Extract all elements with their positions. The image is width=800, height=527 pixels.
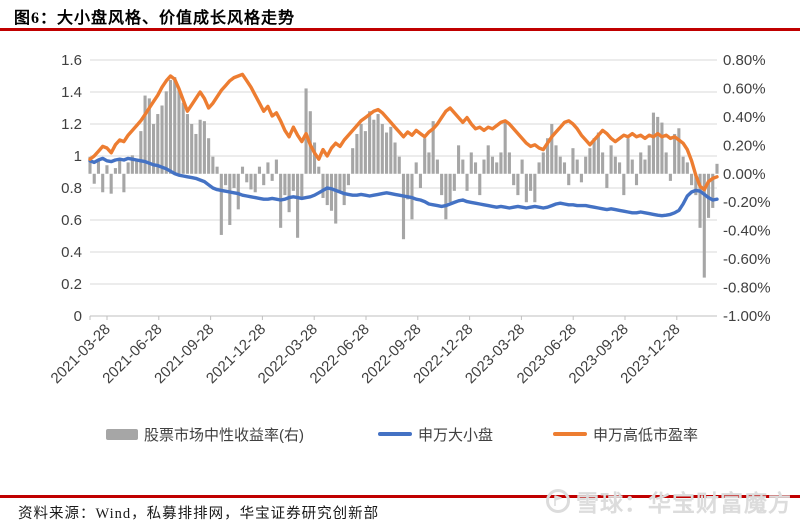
left-axis-tick-label: 1.6 [61,52,82,69]
source-note: 资料来源：Wind，私募排排网，华宝证券研究创新部 [18,506,380,522]
chart-canvas: 1.61.41.210.80.60.40.200.80%0.60%0.40%0.… [48,52,771,387]
legend-item-neutral-return: 股票市场中性收益率(右) [106,424,304,444]
right-axis-tick-label: -1.00% [723,308,771,325]
left-axis-tick-label: 0.8 [61,180,82,197]
bottom-red-rule [0,495,800,498]
legend-item-sw-large-small-cap: 申万大小盘 [378,424,493,444]
x-axis [89,315,717,320]
chart-legend: 股票市场中性收益率(右) 申万大小盘 申万高低市盈率 [0,424,800,444]
blue-line-swatch [378,432,412,436]
left-axis-tick-label: 1 [74,148,82,165]
right-axis-tick-label: -0.80% [723,280,771,297]
left-axis-tick-label: 1.2 [61,116,82,133]
x-axis-labels: 2021-03-282021-06-282021-09-282021-12-28… [48,321,684,387]
legend-item-sw-high-low-pe: 申万高低市盈率 [553,424,698,444]
left-axis-tick-label: 1.4 [61,84,82,101]
right-axis-tick-label: 0.60% [723,80,766,97]
watermark-text: 雪球：华宝财富魔方 [576,490,792,516]
bar-series-swatch [106,428,138,440]
left-axis-tick-label: 0 [74,308,82,325]
line-series-sw-high-low-pe [88,72,719,192]
right-axis-tick-label: 0.00% [723,166,766,183]
right-axis-tick-label: 0.40% [723,109,766,126]
right-axis-tick-label: -0.40% [723,223,771,240]
watermark: 雪球：华宝财富魔方 [545,484,792,518]
page-title: 图6：大小盘风格、价值成长风格走势 [14,10,296,27]
legend-label: 申万高低市盈率 [593,426,699,444]
right-axis-tick-label: 0.80% [723,52,766,69]
left-axis-tick-label: 0.4 [61,244,82,261]
right-axis-tick-label: -0.20% [723,194,771,211]
legend-label: 申万大小盘 [418,426,494,444]
line-series-sw-large-small-cap [88,156,719,218]
right-axis-tick-label: -0.60% [723,251,771,268]
right-axis-labels: 0.80% 0.60% 0.40% 0.20% 0.00% -0.20% -0.40% -0.… [723,52,771,325]
xueqiu-logo-icon [545,488,571,514]
bar-series-market-neutral-return [88,77,719,278]
legend-label: 股票市场中性收益率(右) [144,426,304,444]
orange-line-swatch [553,432,587,436]
left-axis-labels: 1.6 1.4 1.2 1 0.8 0.6 0.4 0.2 0 [61,52,82,325]
left-axis-tick-label: 0.2 [61,276,82,293]
top-red-rule [0,28,800,31]
left-axis-tick-label: 0.6 [61,212,82,229]
right-axis-tick-label: 0.20% [723,137,766,154]
